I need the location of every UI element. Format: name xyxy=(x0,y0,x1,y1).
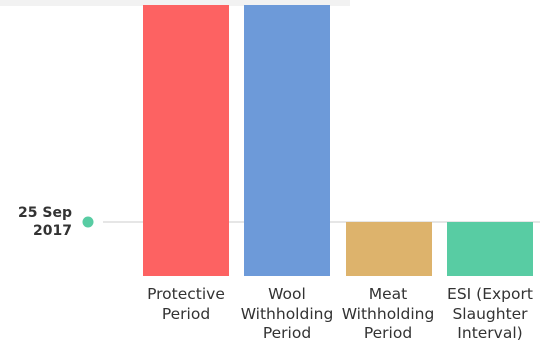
baseline-date-marker xyxy=(82,216,94,228)
category-label-4: ESI (Export Slaughter Interval) xyxy=(447,285,533,342)
bar-2[interactable] xyxy=(244,5,330,276)
baseline-date-day-month: 25 Sep xyxy=(18,205,72,221)
bar-1[interactable] xyxy=(143,5,229,276)
top-scroll-strip xyxy=(0,0,350,6)
category-label-1: Protective Period xyxy=(147,285,225,323)
bars xyxy=(143,5,533,276)
category-label-2: Wool Withholding Period xyxy=(240,285,334,342)
baseline-date-year: 2017 xyxy=(33,223,72,239)
category-label-3: Meat Withholding Period xyxy=(341,285,435,342)
bar-4[interactable] xyxy=(447,222,533,276)
bar-3[interactable] xyxy=(346,222,432,276)
